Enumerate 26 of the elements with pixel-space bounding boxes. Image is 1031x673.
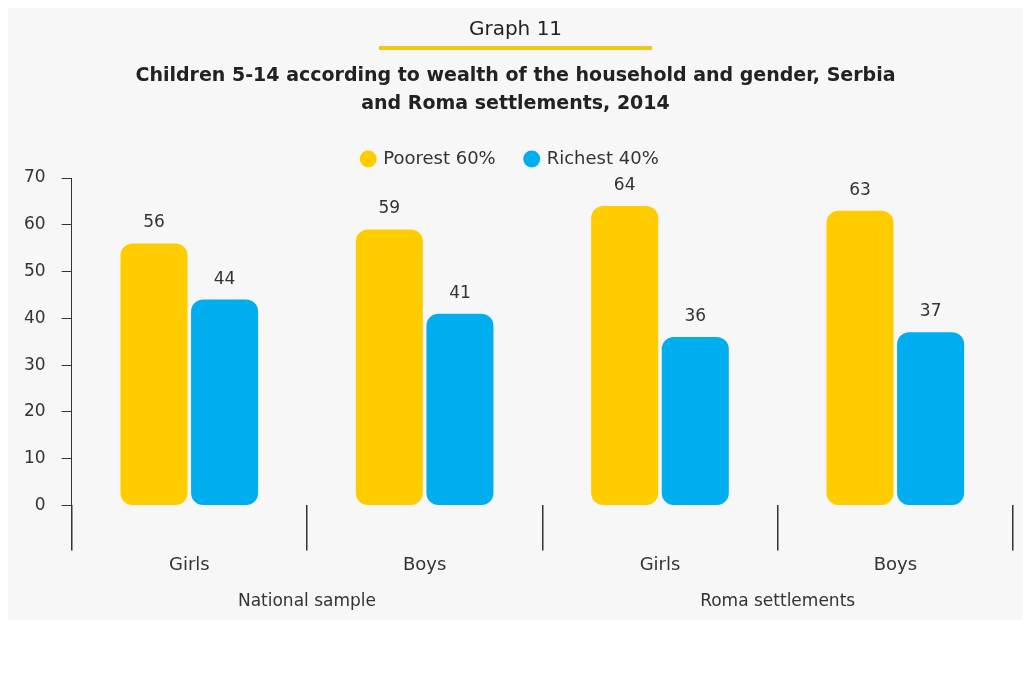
text: National sample [237, 590, 377, 611]
x-tick-label: Boys [402, 552, 447, 574]
y-tick-label: 50 [23, 259, 46, 280]
data-label: 63 [849, 178, 871, 199]
y-tick-label: 20 [23, 400, 46, 421]
data-label: 59 [378, 197, 401, 218]
y-tick-label: 30 [23, 353, 46, 374]
x-tick-label: Boys [873, 552, 918, 574]
y-tick-label: 70 [23, 166, 46, 187]
y-tick-label: 10 [23, 447, 46, 468]
data-label: 36 [684, 304, 707, 325]
legend-label: Richest 40% [546, 146, 659, 168]
data-label: 56 [143, 211, 165, 232]
chart-subtitle: Children 5-14 according to wealth of the household and gender, Serbia and Roma settlements, 2014 [134, 62, 897, 115]
data-label: 44 [213, 267, 236, 288]
y-tick-label: 0 [34, 493, 46, 514]
text: Roma settlements [700, 590, 856, 611]
y-tick-label: 60 [23, 213, 46, 234]
y-tick-label: 40 [23, 306, 46, 327]
data-label: 37 [919, 300, 942, 321]
x-tick-label: Girls [639, 552, 681, 574]
legend-label: Poorest 60% [383, 146, 496, 168]
chart-title: Graph 11 [378, 16, 653, 50]
data-label: 41 [449, 281, 471, 302]
data-label: 64 [613, 173, 636, 194]
x-tick-label: Girls [168, 552, 210, 574]
